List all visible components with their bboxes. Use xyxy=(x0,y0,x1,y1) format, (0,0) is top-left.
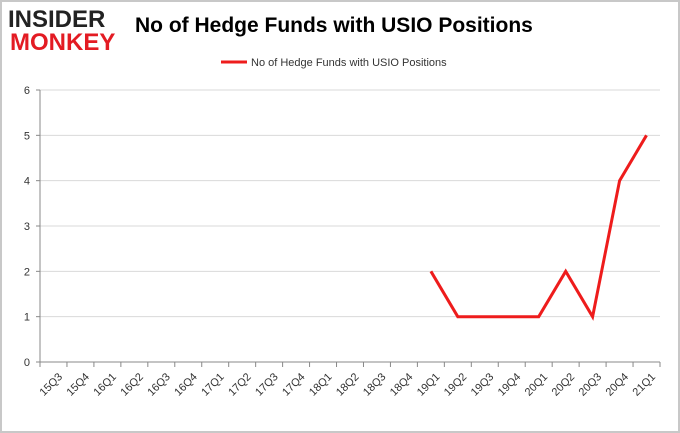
x-tick-label: 16Q3 xyxy=(145,371,173,399)
x-tick-label: 20Q2 xyxy=(550,371,578,399)
x-tick-label: 21Q1 xyxy=(631,371,659,399)
x-tick-label: 19Q2 xyxy=(442,371,470,399)
x-tick-label: 19Q3 xyxy=(469,371,497,399)
y-tick-label: 2 xyxy=(24,266,30,278)
y-tick-label: 4 xyxy=(24,176,30,188)
legend-label: No of Hedge Funds with USIO Positions xyxy=(251,57,447,69)
x-tick-label: 19Q4 xyxy=(496,371,524,399)
y-tick-label: 0 xyxy=(24,357,30,369)
x-tick-label: 16Q1 xyxy=(91,371,119,399)
x-tick-labels: 15Q3 15Q4 16Q1 16Q2 16Q3 16Q4 17Q1 17Q2 17Q3 17Q4… xyxy=(38,371,659,399)
x-tick-label: 15Q4 xyxy=(64,371,92,399)
x-tick-label: 20Q4 xyxy=(604,371,632,399)
x-tick-label: 17Q4 xyxy=(280,371,308,399)
x-tick-label: 18Q2 xyxy=(334,371,362,399)
x-tick-label: 18Q1 xyxy=(307,371,335,399)
series-line xyxy=(429,134,648,321)
x-tick-label: 17Q3 xyxy=(253,371,281,399)
x-tick-label: 19Q1 xyxy=(415,371,443,399)
x-tick-label: 18Q3 xyxy=(361,371,389,399)
series-lines xyxy=(429,134,648,321)
x-tick-label: 16Q4 xyxy=(172,371,200,399)
logo-line-1: INSIDER xyxy=(8,6,106,33)
y-tick-label: 3 xyxy=(24,221,30,233)
x-tick-label: 18Q4 xyxy=(388,371,416,399)
x-tick-label: 20Q3 xyxy=(577,371,605,399)
legend: No of Hedge Funds with USIO Positions xyxy=(221,57,447,69)
y-tick-label: 5 xyxy=(24,130,30,142)
chart-title: No of Hedge Funds with USIO Positions xyxy=(135,14,533,37)
y-tick-label: 6 xyxy=(24,85,30,97)
y-tick-labels: 0 1 2 3 4 5 6 xyxy=(24,85,30,369)
gridlines xyxy=(40,89,660,318)
x-tick-label: 20Q1 xyxy=(523,371,551,399)
y-tick-label: 1 xyxy=(24,312,30,324)
x-tick-label: 16Q2 xyxy=(118,371,146,399)
logo-line-2: MONKEY xyxy=(10,29,116,56)
axes xyxy=(36,89,661,367)
x-tick-label: 17Q1 xyxy=(199,371,227,399)
x-tick-label: 17Q2 xyxy=(226,371,254,399)
insider-monkey-logo: INSIDER MONKEY xyxy=(8,6,128,56)
x-tick-label: 15Q3 xyxy=(38,371,66,399)
